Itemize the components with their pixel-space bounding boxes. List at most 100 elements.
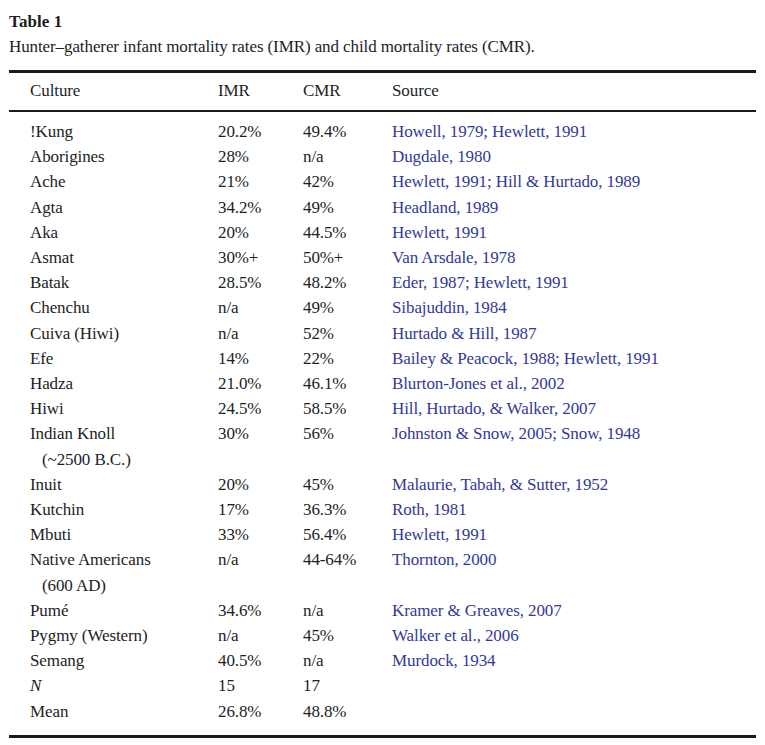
- source-citation-link[interactable]: Hill, Hurtado, & Walker, 2007: [392, 399, 596, 418]
- source-citation-link[interactable]: Hewlett, 1991; Hill & Hurtado, 1989: [392, 172, 640, 191]
- source-citation-link[interactable]: Hewlett, 1991: [392, 223, 487, 242]
- culture-name: Chenchu: [30, 298, 90, 317]
- source-cell: Malaurie, Tabah, & Sutter, 1952: [392, 472, 756, 497]
- cmr-cell: 46.1%: [303, 371, 392, 396]
- source-cell: Hewlett, 1991: [392, 522, 756, 547]
- source-citation-link[interactable]: Roth, 1981: [392, 500, 467, 519]
- source-citation-link[interactable]: Malaurie, Tabah, & Sutter, 1952: [392, 475, 608, 494]
- imr-cell: 33%: [218, 522, 303, 547]
- imr-cell: 30%: [218, 421, 303, 471]
- table-body: !Kung20.2%49.4%Howell, 1979; Hewlett, 19…: [9, 111, 756, 736]
- cmr-cell: n/a: [303, 648, 392, 673]
- table-row: Kutchin 17%36.3%Roth, 1981: [9, 497, 756, 522]
- cmr-cell: 48.2%: [303, 270, 392, 295]
- source-citation-link[interactable]: Van Arsdale, 1978: [392, 248, 515, 267]
- table-row: Pygmy (Western) n/a45%Walker et al., 2006: [9, 623, 756, 648]
- table-row: Mean26.8%48.8%: [9, 699, 756, 737]
- table-row: Native Americans(600 AD)n/a44-64%Thornto…: [9, 547, 756, 597]
- table-row: Hiwi24.5%58.5%Hill, Hurtado, & Walker, 2…: [9, 396, 756, 421]
- culture-cell: Hadza: [9, 371, 218, 396]
- culture-name: Hadza: [30, 374, 73, 393]
- table-row: Efe14%22%Bailey & Peacock, 1988; Hewlett…: [9, 346, 756, 371]
- culture-name: Inuit: [30, 475, 62, 494]
- culture-cell: Asmat: [9, 245, 218, 270]
- source-citation-link[interactable]: Howell, 1979; Hewlett, 1991: [392, 122, 587, 141]
- source-cell: [392, 673, 756, 698]
- source-cell: Bailey & Peacock, 1988; Hewlett, 1991: [392, 346, 756, 371]
- source-citation-link[interactable]: Eder, 1987; Hewlett, 1991: [392, 273, 569, 292]
- cmr-cell: 42%: [303, 169, 392, 194]
- table-row: Cuiva (Hiwi)n/a52%Hurtado & Hill, 1987: [9, 321, 756, 346]
- culture-cell: Mean: [9, 699, 218, 737]
- culture-cell: Chenchu: [9, 295, 218, 320]
- imr-cell: n/a: [218, 623, 303, 648]
- column-header-source: Source: [392, 72, 756, 112]
- culture-name: Aka: [30, 223, 58, 242]
- source-citation-link[interactable]: Kramer & Greaves, 2007: [392, 601, 562, 620]
- source-cell: Kramer & Greaves, 2007: [392, 598, 756, 623]
- imr-cell: 17%: [218, 497, 303, 522]
- cmr-cell: 45%: [303, 623, 392, 648]
- imr-cell: 15: [218, 673, 303, 698]
- table-row: Asmat30%+50%+Van Arsdale, 1978: [9, 245, 756, 270]
- source-citation-link[interactable]: Walker et al., 2006: [392, 626, 519, 645]
- imr-cell: 21%: [218, 169, 303, 194]
- source-cell: Thornton, 2000: [392, 547, 756, 597]
- culture-cell: Efe: [9, 346, 218, 371]
- source-citation-link[interactable]: Headland, 1989: [392, 198, 498, 217]
- cmr-cell: 22%: [303, 346, 392, 371]
- culture-cell: N: [9, 673, 218, 698]
- cmr-cell: 52%: [303, 321, 392, 346]
- culture-name-line2: (600 AD): [30, 573, 218, 598]
- source-citation-link[interactable]: Blurton-Jones et al., 2002: [392, 374, 565, 393]
- table-row: Ache 21%42%Hewlett, 1991; Hill & Hurtado,…: [9, 169, 756, 194]
- source-cell: Walker et al., 2006: [392, 623, 756, 648]
- imr-cell: 20%: [218, 220, 303, 245]
- culture-cell: Pygmy (Western): [9, 623, 218, 648]
- table-row: Aborigines28%n/aDugdale, 1980: [9, 144, 756, 169]
- culture-name: Hiwi: [30, 399, 64, 418]
- culture-name: Pygmy (Western): [30, 626, 148, 645]
- culture-cell: Indian Knoll(~2500 B.C.): [9, 421, 218, 471]
- cmr-cell: 49%: [303, 195, 392, 220]
- source-cell: Murdock, 1934: [392, 648, 756, 673]
- source-citation-link[interactable]: Bailey & Peacock, 1988; Hewlett, 1991: [392, 349, 659, 368]
- source-cell: Eder, 1987; Hewlett, 1991: [392, 270, 756, 295]
- source-citation-link[interactable]: Dugdale, 1980: [392, 147, 491, 166]
- culture-name: Batak: [30, 273, 69, 292]
- source-citation-link[interactable]: Thornton, 2000: [392, 550, 496, 569]
- cmr-cell: 49%: [303, 295, 392, 320]
- source-cell: Roth, 1981: [392, 497, 756, 522]
- source-citation-link[interactable]: Murdock, 1934: [392, 651, 496, 670]
- cmr-cell: 48.8%: [303, 699, 392, 737]
- source-cell: Hewlett, 1991; Hill & Hurtado, 1989: [392, 169, 756, 194]
- culture-name: Native Americans: [30, 550, 151, 569]
- source-citation-link[interactable]: Hewlett, 1991: [392, 525, 487, 544]
- culture-name: Kutchin: [30, 500, 84, 519]
- culture-cell: Ache: [9, 169, 218, 194]
- culture-name: Ache: [30, 172, 65, 191]
- culture-cell: Cuiva (Hiwi): [9, 321, 218, 346]
- column-header-culture: Culture: [9, 72, 218, 112]
- source-cell: Johnston & Snow, 2005; Snow, 1948: [392, 421, 756, 471]
- culture-name: Asmat: [30, 248, 74, 267]
- source-citation-link[interactable]: Sibajuddin, 1984: [392, 298, 507, 317]
- cmr-cell: 44.5%: [303, 220, 392, 245]
- cmr-cell: 36.3%: [303, 497, 392, 522]
- mortality-table: Culture IMR CMR Source !Kung20.2%49.4%Ho…: [9, 70, 756, 738]
- imr-cell: 28.5%: [218, 270, 303, 295]
- culture-cell: !Kung: [9, 111, 218, 144]
- imr-cell: 28%: [218, 144, 303, 169]
- imr-cell: 20.2%: [218, 111, 303, 144]
- imr-cell: 24.5%: [218, 396, 303, 421]
- paper-page: Table 1 Hunter–gatherer infant mortality…: [0, 0, 765, 738]
- culture-cell: Inuit: [9, 472, 218, 497]
- culture-name: Semang: [30, 651, 84, 670]
- source-cell: Howell, 1979; Hewlett, 1991: [392, 111, 756, 144]
- table-label: Table 1: [9, 10, 756, 34]
- culture-name: N: [30, 676, 41, 695]
- table-caption: Hunter–gatherer infant mortality rates (…: [9, 34, 756, 59]
- source-cell: Hewlett, 1991: [392, 220, 756, 245]
- source-citation-link[interactable]: Hurtado & Hill, 1987: [392, 324, 536, 343]
- source-citation-link[interactable]: Johnston & Snow, 2005; Snow, 1948: [392, 424, 640, 443]
